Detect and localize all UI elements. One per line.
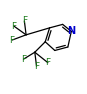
- Text: F: F: [34, 62, 39, 71]
- Text: F: F: [45, 58, 50, 67]
- Text: N: N: [67, 26, 75, 36]
- Text: F: F: [10, 36, 15, 45]
- Text: F: F: [22, 16, 27, 25]
- Text: F: F: [11, 22, 16, 31]
- Text: F: F: [21, 55, 26, 64]
